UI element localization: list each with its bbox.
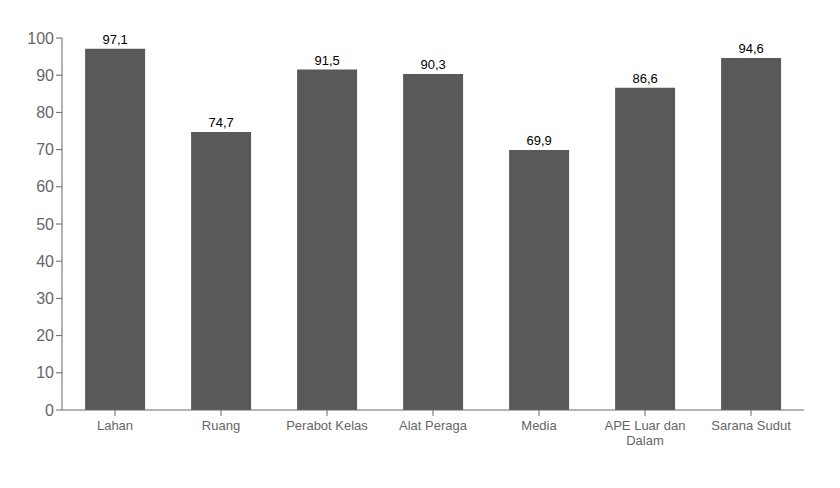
svg-text:30: 30 xyxy=(36,290,54,307)
svg-text:60: 60 xyxy=(36,178,54,195)
svg-text:Sarana Sudut: Sarana Sudut xyxy=(711,418,791,433)
svg-text:Ruang: Ruang xyxy=(202,418,240,433)
svg-text:94,6: 94,6 xyxy=(738,41,763,56)
svg-text:90: 90 xyxy=(36,67,54,84)
svg-text:50: 50 xyxy=(36,216,54,233)
svg-text:Alat Peraga: Alat Peraga xyxy=(399,418,468,433)
svg-text:70: 70 xyxy=(36,141,54,158)
svg-text:Media: Media xyxy=(521,418,557,433)
svg-text:90,3: 90,3 xyxy=(420,57,445,72)
svg-text:86,6: 86,6 xyxy=(632,71,657,86)
svg-text:74,7: 74,7 xyxy=(208,115,233,130)
svg-text:69,9: 69,9 xyxy=(526,133,551,148)
svg-text:20: 20 xyxy=(36,327,54,344)
svg-text:10: 10 xyxy=(36,364,54,381)
svg-text:40: 40 xyxy=(36,253,54,270)
svg-text:91,5: 91,5 xyxy=(314,53,339,68)
svg-text:100: 100 xyxy=(27,30,54,47)
svg-text:97,1: 97,1 xyxy=(102,32,127,47)
svg-text:0: 0 xyxy=(45,402,54,419)
svg-text:80: 80 xyxy=(36,104,54,121)
svg-text:Lahan: Lahan xyxy=(97,418,133,433)
svg-text:Perabot Kelas: Perabot Kelas xyxy=(286,418,368,433)
svg-text:APE Luar danDalam: APE Luar danDalam xyxy=(605,418,686,448)
